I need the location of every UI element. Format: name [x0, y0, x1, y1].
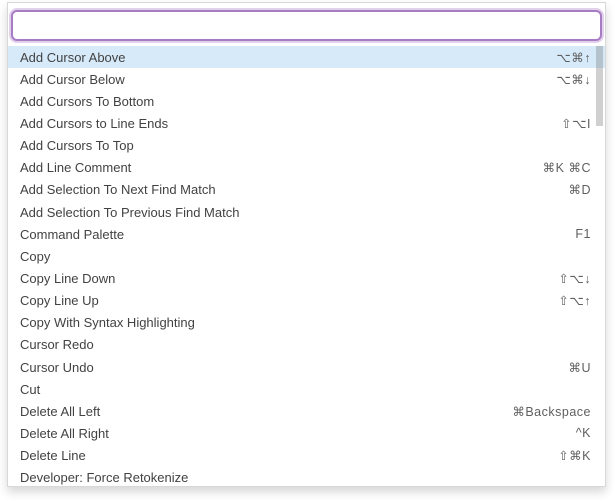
command-item[interactable]: Cursor Redo — [8, 334, 605, 356]
command-label: Developer: Force Retokenize — [20, 470, 189, 486]
command-label: Delete All Left — [20, 403, 101, 419]
command-label: Delete Line — [20, 448, 86, 464]
keybinding-label: ⇧⌘K — [558, 449, 591, 464]
command-list: Add Cursor Above ⌥⌘↑ Add Cursor Below ⌥⌘↓ Ad… — [8, 46, 605, 489]
command-palette: Add Cursor Above ⌥⌘↑ Add Cursor Below ⌥⌘↓ Ad… — [7, 2, 606, 487]
command-label: Add Line Comment — [20, 160, 132, 176]
command-item[interactable]: Copy — [8, 245, 605, 267]
command-label: Add Cursor Below — [20, 71, 125, 87]
command-item[interactable]: Add Cursors To Top — [8, 135, 605, 157]
command-label: Add Cursors To Bottom — [20, 93, 155, 109]
keybinding-label: ^K — [575, 426, 591, 441]
command-label: Add Selection To Next Find Match — [20, 182, 216, 198]
command-item[interactable]: Delete All Left ⌘Backspace — [8, 400, 605, 422]
command-item[interactable]: Copy Line Up ⇧⌥↑ — [8, 290, 605, 312]
command-item[interactable]: Developer: Force Retokenize — [8, 467, 605, 489]
command-label: Add Cursors To Top — [20, 138, 134, 154]
keybinding-label: ⌥⌘↑ — [556, 50, 591, 65]
command-label: Copy Line Down — [20, 270, 116, 286]
command-label: Delete All Right — [20, 425, 109, 441]
command-item[interactable]: Copy Line Down ⇧⌥↓ — [8, 267, 605, 289]
scrollbar-thumb[interactable] — [596, 46, 603, 126]
command-label: Add Cursor Above — [20, 49, 126, 65]
command-item[interactable]: Add Line Comment ⌘K ⌘C — [8, 157, 605, 179]
command-item[interactable]: Add Cursor Below ⌥⌘↓ — [8, 68, 605, 90]
keybinding-label: ⇧⌥↓ — [558, 271, 591, 286]
command-label: Add Selection To Previous Find Match — [20, 204, 240, 220]
command-search-input[interactable] — [11, 10, 602, 41]
command-item[interactable]: Command Palette F1 — [8, 223, 605, 245]
command-item[interactable]: Add Selection To Previous Find Match — [8, 201, 605, 223]
keybinding-label: ⇧⌥↑ — [558, 294, 591, 309]
command-label: Cursor Redo — [20, 337, 94, 353]
command-item[interactable]: Cut — [8, 378, 605, 400]
command-item[interactable]: Delete All Right ^K — [8, 422, 605, 444]
command-item[interactable]: Cursor Undo ⌘U — [8, 356, 605, 378]
command-item[interactable]: Delete Line ⇧⌘K — [8, 445, 605, 467]
command-label: Copy — [20, 248, 51, 264]
command-item[interactable]: Copy With Syntax Highlighting — [8, 312, 605, 334]
keybinding-label: F1 — [575, 227, 591, 242]
command-label: Command Palette — [20, 226, 125, 242]
keybinding-label: ⌥⌘↓ — [556, 72, 591, 87]
command-item[interactable]: Add Cursors to Line Ends ⇧⌥I — [8, 112, 605, 134]
keybinding-label: ⌘U — [568, 360, 591, 375]
keybinding-label: ⌘K ⌘C — [542, 161, 591, 176]
command-label: Cursor Undo — [20, 359, 94, 375]
command-item[interactable]: Add Selection To Next Find Match ⌘D — [8, 179, 605, 201]
keybinding-label: ⌘D — [568, 183, 591, 198]
keybinding-label: ⇧⌥I — [561, 116, 591, 131]
command-label: Copy With Syntax Highlighting — [20, 315, 195, 331]
command-item[interactable]: Add Cursor Above ⌥⌘↑ — [8, 46, 605, 69]
keybinding-label: ⌘Backspace — [512, 404, 591, 419]
command-label: Cut — [20, 381, 41, 397]
command-label: Add Cursors to Line Ends — [20, 115, 169, 131]
command-item[interactable]: Add Cursors To Bottom — [8, 90, 605, 112]
search-input-container — [8, 3, 605, 44]
command-label: Copy Line Up — [20, 293, 99, 309]
